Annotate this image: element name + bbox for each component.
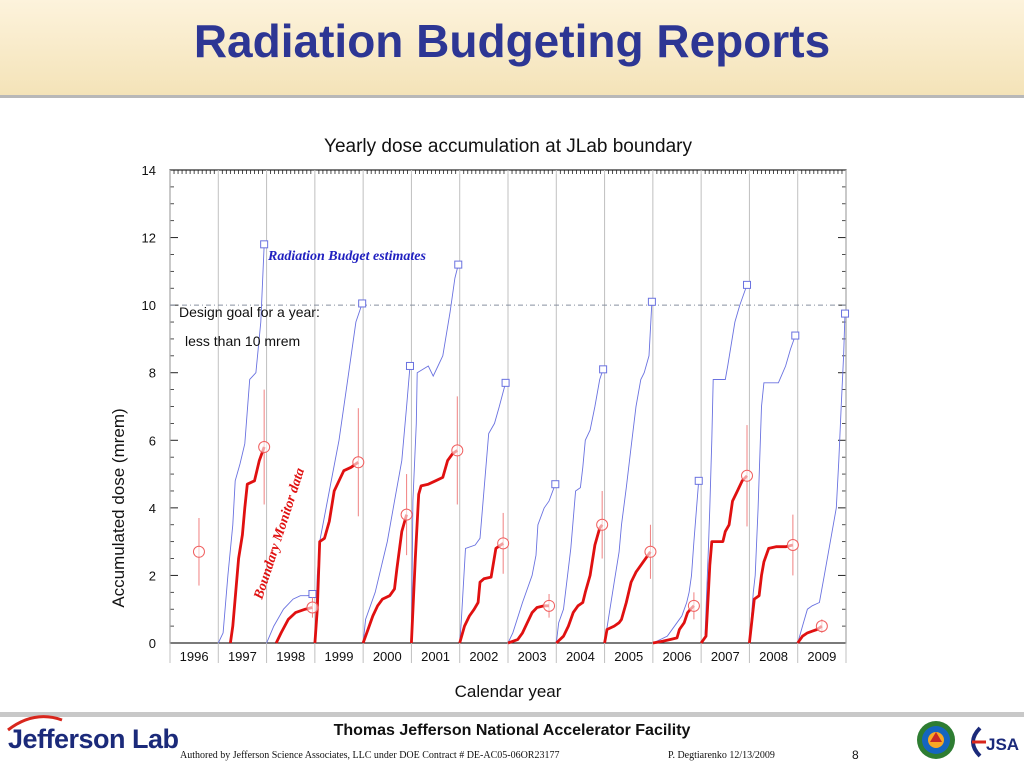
y-axis-label: Accumulated dose (mrem) xyxy=(109,408,128,607)
monitor-line xyxy=(410,449,459,644)
budget-marker xyxy=(791,331,800,340)
budget-annotation: Radiation Budget estimates xyxy=(267,249,426,264)
doe-seal-icon xyxy=(917,721,955,759)
budget-line xyxy=(555,369,604,644)
plot-area: 0 2 4 6 8 10 12 14 1996 1997 1998 1999 2000 2001 2002 2… xyxy=(142,163,850,664)
budget-marker xyxy=(358,299,367,308)
x-tick-label: 1999 xyxy=(325,649,354,664)
budget-line xyxy=(748,335,796,644)
budget-line xyxy=(700,284,748,644)
jefferson-lab-logo: Jefferson Lab xyxy=(7,715,179,755)
budget-line xyxy=(459,382,507,644)
monitor-marker xyxy=(596,518,609,531)
monitor-line xyxy=(507,604,549,645)
monitor-marker xyxy=(258,441,271,454)
budget-line xyxy=(604,301,653,644)
budget-marker xyxy=(841,309,850,318)
monitor-line xyxy=(555,523,604,645)
y-tick-label: 12 xyxy=(142,231,156,246)
monitor-line xyxy=(229,446,266,644)
swoosh-icon xyxy=(7,715,63,732)
y-tick-label: 2 xyxy=(149,568,156,583)
x-tick-label: 2002 xyxy=(469,649,498,664)
x-tick-label: 2000 xyxy=(373,649,402,664)
x-tick-label: 1997 xyxy=(228,649,257,664)
budget-marker xyxy=(308,590,317,599)
y-tick-label: 10 xyxy=(142,298,156,313)
y-tick-label: 14 xyxy=(142,163,156,178)
x-tick-label: 2003 xyxy=(518,649,547,664)
y-tick-label: 6 xyxy=(149,433,156,448)
monitor-marker xyxy=(644,545,657,558)
footer-divider xyxy=(0,712,1024,717)
budget-line xyxy=(652,480,700,644)
monitor-line xyxy=(361,514,408,644)
budget-line xyxy=(362,365,411,644)
goal-annotation-line2: less than 10 mrem xyxy=(185,333,300,349)
budget-marker xyxy=(599,365,608,374)
budget-marker xyxy=(454,260,463,269)
jsa-logo-icon: JSA xyxy=(971,726,1019,758)
budget-marker xyxy=(501,378,510,387)
monitor-marker xyxy=(400,508,413,521)
y-tick-label: 0 xyxy=(149,636,156,651)
slide-title: Radiation Budgeting Reports xyxy=(193,15,831,67)
budget-line xyxy=(266,593,313,644)
budget-marker xyxy=(694,476,703,485)
x-axis-label: Calendar year xyxy=(455,682,562,701)
budget-line xyxy=(410,264,459,644)
monitor-marker xyxy=(741,469,754,482)
x-tick-label: 2007 xyxy=(711,649,740,664)
author-date: P. Degtiarenko 12/13/2009 xyxy=(668,750,775,761)
monitor-line xyxy=(458,542,505,644)
budget-marker xyxy=(647,297,656,306)
logo-text: Jefferson Lab xyxy=(8,724,179,754)
budget-line xyxy=(507,484,556,644)
x-tick-label: 2001 xyxy=(421,649,450,664)
title-banner xyxy=(0,0,1024,95)
budget-marker xyxy=(260,240,269,249)
monitor-marker xyxy=(352,456,365,469)
x-tick-label: 2004 xyxy=(566,649,595,664)
x-tick-label: 1996 xyxy=(180,649,209,664)
monitor-line xyxy=(699,474,749,644)
chart-title: Yearly dose accumulation at JLab boundar… xyxy=(324,136,692,157)
monitor-marker xyxy=(192,545,205,558)
dose-chart: Yearly dose accumulation at JLab boundar… xyxy=(109,136,850,701)
jsa-logo-text: JSA xyxy=(986,735,1019,754)
x-tick-label: 2005 xyxy=(614,649,643,664)
monitor-line xyxy=(748,543,794,644)
goal-annotation-line1: Design goal for a year: xyxy=(179,304,320,320)
monitor-marker xyxy=(815,620,828,633)
budget-line xyxy=(217,244,265,644)
x-tick-label: 2009 xyxy=(807,649,836,664)
budget-marker xyxy=(743,280,752,289)
facility-name: Thomas Jefferson National Accelerator Fa… xyxy=(333,722,691,739)
x-tick-label: 2008 xyxy=(759,649,788,664)
y-tick-label: 8 xyxy=(149,366,156,381)
monitor-marker xyxy=(497,537,510,550)
monitor-marker xyxy=(451,444,464,457)
monitor-marker xyxy=(687,599,700,612)
monitor-line xyxy=(313,461,360,644)
monitor-marker xyxy=(786,539,799,552)
x-tick-label: 2006 xyxy=(663,649,692,664)
monitor-marker xyxy=(543,599,556,612)
monitor-line xyxy=(274,606,313,644)
y-tick-label: 4 xyxy=(149,501,156,516)
monitor-line xyxy=(603,550,652,644)
budget-marker xyxy=(551,480,560,489)
contract-note: Authored by Jefferson Science Associates… xyxy=(180,750,560,761)
monitor-line xyxy=(652,604,695,645)
x-tick-label: 1998 xyxy=(276,649,305,664)
header-divider xyxy=(0,95,1024,98)
monitor-marker xyxy=(306,601,319,614)
budget-line xyxy=(797,313,846,644)
budget-marker xyxy=(405,361,414,370)
page-number: 8 xyxy=(852,748,859,762)
